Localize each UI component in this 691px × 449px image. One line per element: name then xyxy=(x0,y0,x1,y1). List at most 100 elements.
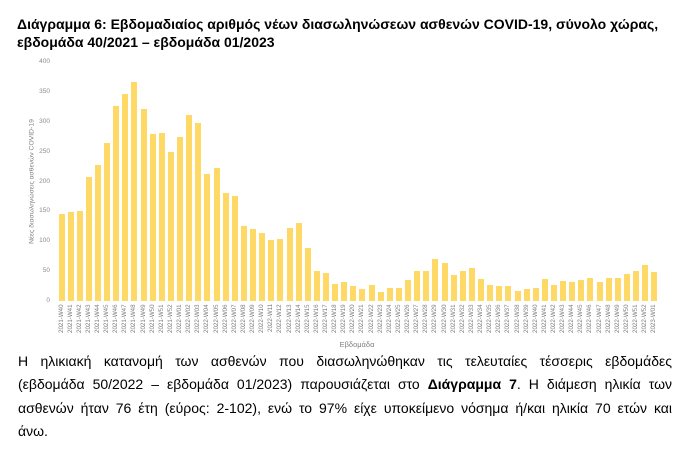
bar xyxy=(67,211,74,301)
y-tick-label: 200 xyxy=(39,177,50,185)
x-tick-label: 2022-W52 xyxy=(641,304,649,333)
bar xyxy=(642,265,649,301)
x-tick-label: 2022-W39 xyxy=(522,304,530,333)
bar xyxy=(441,262,448,301)
y-tick-label: 50 xyxy=(42,267,50,275)
x-tick-label: 2022-W20 xyxy=(349,304,357,333)
bar xyxy=(496,286,503,301)
bar xyxy=(104,142,111,301)
x-tick-label: 2022-W23 xyxy=(376,304,384,333)
chart-caption-line-1: Διάγραμμα 6: Εβδομαδιαίος αριθμός νέων δ… xyxy=(17,16,659,32)
paragraph-line-2: (εβδομάδα 50/2022 – εβδομάδα 01/2023) πα… xyxy=(18,373,672,396)
x-tick-label: 2022-W35 xyxy=(486,304,494,333)
x-tick-label: 2022-W27 xyxy=(413,304,421,333)
x-tick-label: 2022-W15 xyxy=(303,304,311,333)
x-tick-label: 2022-W47 xyxy=(595,304,603,333)
bar xyxy=(195,122,202,301)
x-tick-label: 2022-W50 xyxy=(622,304,630,333)
bar xyxy=(94,165,101,301)
x-tick-label: 2022-W06 xyxy=(221,304,229,333)
x-tick-label: 2021-W43 xyxy=(84,304,92,333)
bar xyxy=(58,214,65,301)
bar xyxy=(177,136,184,301)
bar xyxy=(341,281,348,301)
bar xyxy=(623,274,630,301)
x-tick-label: 2022-W29 xyxy=(431,304,439,333)
bar xyxy=(359,289,366,301)
bar xyxy=(368,285,375,301)
x-tick-label: 2022-W09 xyxy=(249,304,257,333)
bar xyxy=(578,280,585,301)
x-tick-label: 2021-W40 xyxy=(57,304,65,333)
bar xyxy=(304,247,311,301)
x-tick-label: 2021-W46 xyxy=(112,304,120,333)
bar xyxy=(140,108,147,301)
bar xyxy=(76,210,83,301)
y-tick-label: 0 xyxy=(46,297,50,304)
x-tick-label: 2022-W26 xyxy=(404,304,412,333)
paragraph-line-4: άνω. xyxy=(18,422,48,439)
paragraph-text: . Η διάμεση ηλικία των xyxy=(516,376,673,393)
bar xyxy=(213,167,220,301)
x-tick-label: 2021-W42 xyxy=(75,304,83,333)
bar xyxy=(550,284,557,301)
bar xyxy=(405,280,412,301)
bar xyxy=(651,271,658,301)
x-tick-label: 2022-W37 xyxy=(504,304,512,333)
x-tick-label: 2021-W51 xyxy=(157,304,165,333)
x-tick-label: 2021-W44 xyxy=(93,304,101,333)
x-tick-label: 2022-W10 xyxy=(258,304,266,333)
body-paragraph: Η ηλικιακή κατανομή των ασθενών που διασ… xyxy=(18,350,672,443)
bar xyxy=(313,270,320,301)
y-tick-label: 150 xyxy=(39,207,50,215)
y-axis-title: Νέες διασωληνώσεις ασθενών COVID-19 xyxy=(28,119,36,244)
x-tick-label: 2021-W48 xyxy=(130,304,138,333)
x-tick-label: 2022-W07 xyxy=(230,304,238,333)
bar xyxy=(505,286,512,301)
x-tick-label: 2022-W21 xyxy=(358,304,366,333)
x-tick-label: 2022-W04 xyxy=(203,304,211,333)
x-tick-label: 2022-W34 xyxy=(477,304,485,333)
bar xyxy=(514,290,521,301)
x-tick-label: 2021-W52 xyxy=(166,304,174,333)
x-tick-label: 2021-W50 xyxy=(148,304,156,333)
y-tick-label: 350 xyxy=(39,87,50,95)
x-tick-label: 2022-W51 xyxy=(632,304,640,333)
paragraph-line-1: Η ηλικιακή κατανομή των ασθενών που διασ… xyxy=(18,353,672,369)
bar xyxy=(222,193,229,301)
bar xyxy=(85,176,92,301)
bar xyxy=(414,271,421,301)
x-tick-label: 2022-W25 xyxy=(394,304,402,333)
bar xyxy=(204,173,211,301)
paragraph-text: (εβδομάδα 50/2022 – εβδομάδα 01/2023) πα… xyxy=(18,376,428,393)
bar xyxy=(432,259,439,301)
x-tick-label: 2023-W01 xyxy=(650,304,658,333)
figure-reference: Διάγραμμα 7 xyxy=(427,376,517,393)
bar xyxy=(596,281,603,301)
x-axis-title: Εβδομάδα xyxy=(339,340,375,349)
chart-caption: Διάγραμμα 6: Εβδομαδιαίος αριθμός νέων δ… xyxy=(17,15,658,51)
bar xyxy=(478,278,485,301)
bar xyxy=(259,233,266,301)
x-tick-label: 2021-W47 xyxy=(121,304,129,333)
bar xyxy=(487,284,494,301)
bar xyxy=(295,222,302,301)
x-tick-label: 2022-W38 xyxy=(513,304,521,333)
x-tick-label: 2022-W28 xyxy=(422,304,430,333)
bar xyxy=(395,287,402,301)
x-tick-label: 2022-W36 xyxy=(495,304,503,333)
bar xyxy=(423,271,430,301)
x-tick-label: 2022-W08 xyxy=(239,304,247,333)
x-tick-label: 2021-W49 xyxy=(139,304,147,333)
bar-chart: 0 50 100 150 200 250 300 350 400 2021-W40 2021-W41… xyxy=(0,55,691,355)
bar xyxy=(122,93,129,301)
bar xyxy=(541,278,548,301)
x-tick-label: 2022-W32 xyxy=(458,304,466,333)
bar xyxy=(149,133,156,301)
bar xyxy=(240,226,247,301)
bar xyxy=(332,284,339,301)
x-tick-label: 2022-W18 xyxy=(331,304,339,333)
x-tick-label: 2022-W02 xyxy=(185,304,193,333)
x-tick-label: 2022-W40 xyxy=(531,304,539,333)
x-tick-label: 2022-W48 xyxy=(604,304,612,333)
